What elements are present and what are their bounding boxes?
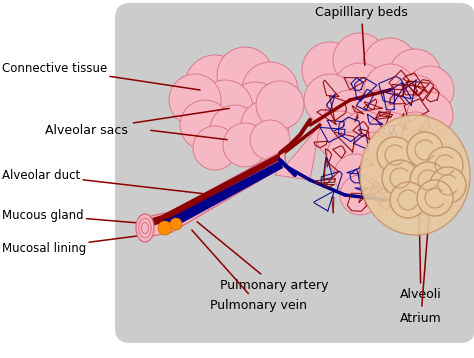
Text: Pulmonary vein: Pulmonary vein	[192, 230, 307, 311]
Circle shape	[388, 172, 428, 212]
Circle shape	[359, 154, 401, 196]
Circle shape	[180, 100, 230, 150]
Circle shape	[430, 167, 466, 203]
Circle shape	[364, 64, 416, 116]
Circle shape	[334, 154, 376, 196]
Ellipse shape	[360, 115, 470, 235]
Text: Connective tissue: Connective tissue	[2, 62, 200, 90]
Ellipse shape	[136, 214, 154, 242]
Circle shape	[410, 162, 446, 198]
Text: Atrium: Atrium	[400, 181, 442, 324]
Circle shape	[227, 82, 283, 138]
Polygon shape	[152, 153, 280, 226]
Circle shape	[403, 128, 447, 172]
Circle shape	[392, 112, 438, 158]
Circle shape	[170, 218, 182, 230]
Circle shape	[377, 137, 413, 173]
Circle shape	[417, 180, 453, 216]
Circle shape	[390, 75, 440, 125]
Circle shape	[256, 81, 304, 129]
Circle shape	[304, 74, 356, 126]
Circle shape	[382, 160, 418, 196]
Circle shape	[333, 33, 387, 87]
Circle shape	[333, 63, 387, 117]
Circle shape	[316, 111, 364, 159]
Circle shape	[363, 38, 417, 92]
Circle shape	[223, 123, 267, 167]
Circle shape	[367, 112, 413, 158]
Circle shape	[185, 55, 245, 115]
Circle shape	[169, 74, 221, 126]
Text: Alveolar duct: Alveolar duct	[2, 169, 215, 195]
Circle shape	[197, 80, 253, 136]
Circle shape	[193, 126, 237, 170]
Circle shape	[340, 175, 380, 215]
Text: Alveolar sacs: Alveolar sacs	[45, 108, 229, 136]
Text: Mucosal lining: Mucosal lining	[2, 235, 145, 255]
Circle shape	[390, 182, 426, 218]
Circle shape	[250, 120, 290, 160]
Polygon shape	[142, 150, 286, 238]
FancyBboxPatch shape	[115, 3, 474, 343]
Circle shape	[217, 47, 273, 103]
Circle shape	[158, 221, 172, 235]
Polygon shape	[275, 125, 320, 180]
Circle shape	[384, 154, 426, 196]
Text: Capilllary beds: Capilllary beds	[315, 5, 408, 65]
Circle shape	[407, 92, 453, 138]
Circle shape	[386, 91, 434, 139]
Circle shape	[389, 49, 441, 101]
Polygon shape	[163, 160, 283, 231]
Circle shape	[378, 133, 422, 177]
Circle shape	[352, 132, 398, 178]
Text: Pulmonary artery: Pulmonary artery	[197, 222, 328, 291]
Circle shape	[325, 90, 375, 140]
Text: Alveoli: Alveoli	[400, 165, 442, 301]
Circle shape	[210, 105, 260, 155]
Circle shape	[242, 62, 298, 118]
Circle shape	[327, 132, 373, 178]
Circle shape	[302, 42, 358, 98]
Circle shape	[365, 175, 405, 215]
Circle shape	[341, 111, 389, 159]
Circle shape	[407, 132, 443, 168]
Circle shape	[406, 66, 454, 114]
Circle shape	[241, 101, 289, 149]
Circle shape	[355, 90, 405, 140]
Text: Mucous gland: Mucous gland	[2, 208, 163, 225]
Circle shape	[427, 147, 463, 183]
